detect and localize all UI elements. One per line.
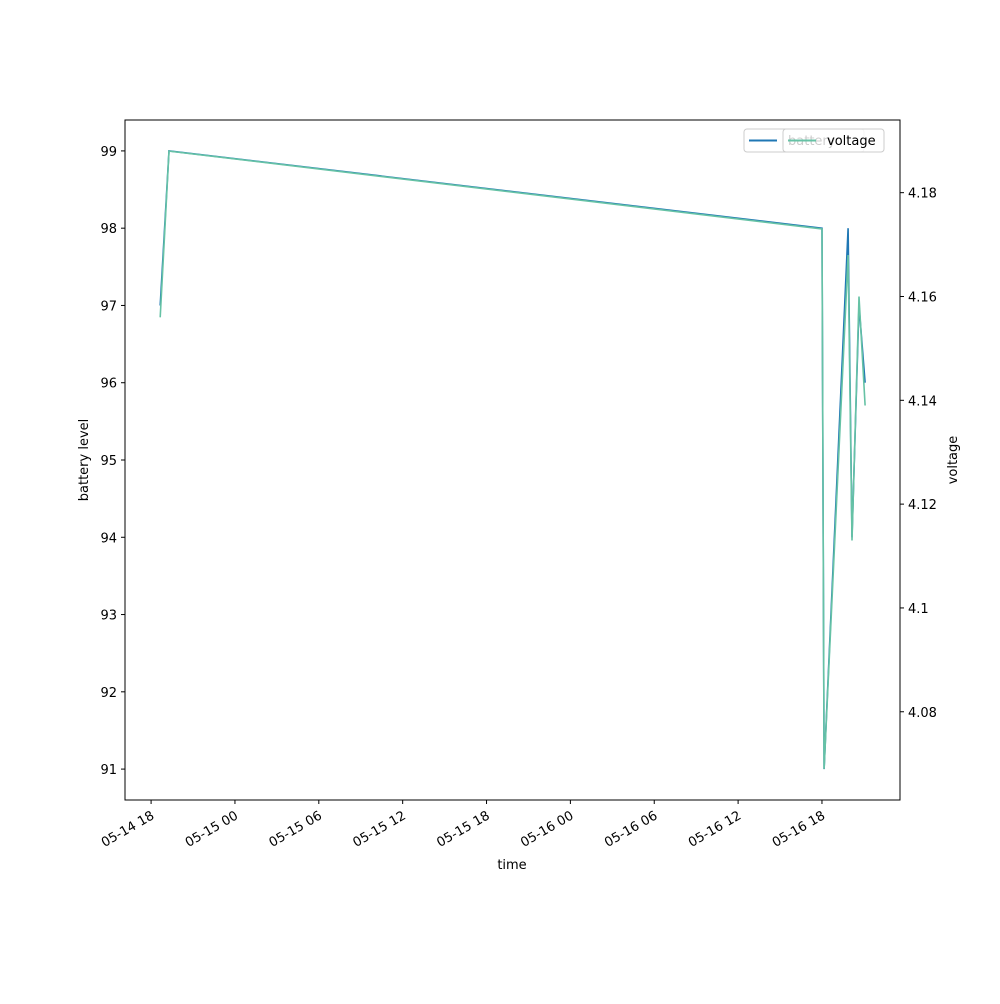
- legend-box: [782, 128, 885, 153]
- y-tick-label: 95: [100, 454, 117, 469]
- x-axis-label: time: [497, 858, 526, 873]
- y2-tick-label: 4.14: [908, 394, 937, 409]
- y2-axis-label: voltage: [946, 436, 961, 485]
- plot-frame: [124, 119, 901, 801]
- y-tick-label: 93: [100, 609, 117, 624]
- y2-tick-label: 4.18: [908, 187, 937, 202]
- series-line: [159, 150, 866, 769]
- y2-tick-label: 4.08: [908, 706, 937, 721]
- y-tick-label: 97: [100, 299, 117, 314]
- y-tick-label: 91: [100, 763, 117, 778]
- y-axis-label: battery level: [77, 419, 92, 502]
- y-tick-label: 98: [100, 222, 117, 237]
- legend-label: voltage: [827, 134, 876, 149]
- y2-tick-label: 4.12: [908, 498, 937, 513]
- y-tick-label: 94: [100, 531, 117, 546]
- y-tick-label: 99: [100, 145, 117, 160]
- y2-tick-label: 4.16: [908, 290, 937, 305]
- y2-tick-label: 4.1: [908, 602, 929, 617]
- y-tick-label: 96: [100, 377, 117, 392]
- y-tick-label: 92: [100, 686, 117, 701]
